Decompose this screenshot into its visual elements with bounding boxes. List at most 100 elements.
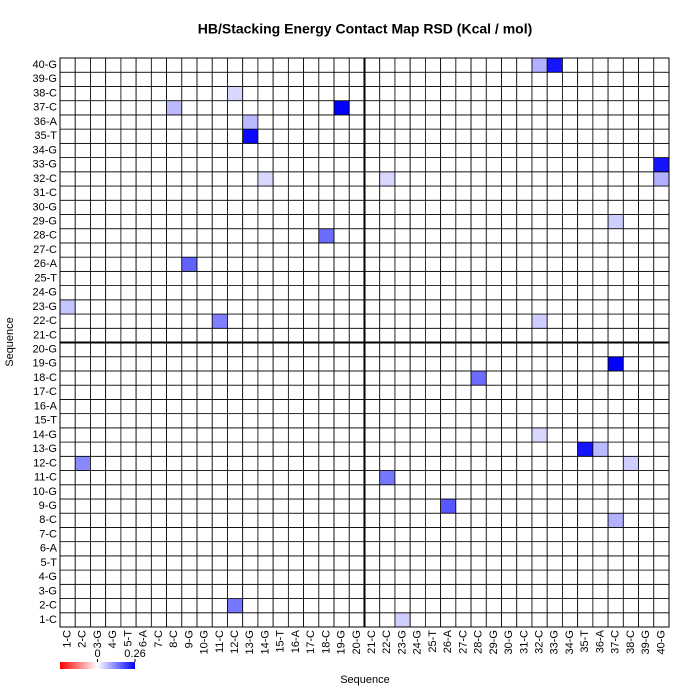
cell xyxy=(120,242,137,258)
cell xyxy=(455,541,472,557)
cell xyxy=(455,342,472,358)
cell xyxy=(227,455,244,471)
cell xyxy=(424,128,442,144)
cell xyxy=(531,57,548,73)
cell xyxy=(622,270,639,287)
cell xyxy=(409,413,426,429)
cell xyxy=(485,327,502,343)
cell xyxy=(272,498,289,514)
cell xyxy=(379,342,396,358)
cell xyxy=(227,512,244,528)
cell xyxy=(135,242,152,258)
cell xyxy=(622,157,639,173)
cell xyxy=(562,242,579,258)
cell xyxy=(485,356,502,372)
cell xyxy=(287,498,305,514)
cell xyxy=(440,541,457,557)
cell xyxy=(546,356,563,372)
cell xyxy=(227,356,244,372)
cell xyxy=(531,598,548,614)
cell xyxy=(242,199,259,215)
cell xyxy=(348,313,365,329)
cell xyxy=(90,384,107,400)
cell xyxy=(470,498,487,514)
cell xyxy=(272,185,289,201)
cell xyxy=(501,398,518,415)
cell xyxy=(272,427,289,443)
cell xyxy=(470,142,487,158)
cell xyxy=(531,299,548,315)
cell xyxy=(622,498,639,514)
cell xyxy=(364,470,381,486)
cell xyxy=(455,327,472,343)
cell xyxy=(272,142,289,158)
cell xyxy=(348,413,365,429)
cell xyxy=(242,512,259,528)
cell xyxy=(287,128,305,144)
cell xyxy=(135,270,152,287)
cell xyxy=(333,498,350,514)
cell xyxy=(196,427,213,443)
cell xyxy=(546,299,563,315)
cell xyxy=(622,370,639,386)
cell xyxy=(638,285,655,301)
cell xyxy=(562,370,579,386)
cell xyxy=(318,128,335,144)
cell xyxy=(90,598,107,614)
cell xyxy=(74,384,91,400)
cell xyxy=(409,612,426,628)
cell xyxy=(333,441,350,457)
y-tick-label: 37-C xyxy=(33,102,57,114)
cell xyxy=(409,356,426,372)
cell xyxy=(424,484,442,500)
cell xyxy=(120,171,137,187)
cell xyxy=(287,541,305,557)
cell xyxy=(577,370,594,386)
cell xyxy=(638,313,655,329)
cell xyxy=(592,441,609,457)
cell xyxy=(531,541,548,557)
cell xyxy=(364,71,381,87)
cell xyxy=(211,171,228,187)
cell xyxy=(333,142,350,158)
cell xyxy=(424,555,442,571)
cell xyxy=(424,427,442,443)
cell xyxy=(74,427,91,443)
cell xyxy=(485,100,502,116)
cell xyxy=(333,398,350,415)
cell xyxy=(364,541,381,557)
cell xyxy=(166,313,183,329)
cell xyxy=(303,114,320,130)
cell xyxy=(348,555,365,571)
cell xyxy=(318,270,335,287)
cell xyxy=(592,427,609,443)
cell xyxy=(379,498,396,514)
cell xyxy=(562,142,579,158)
cell xyxy=(135,100,152,116)
cell xyxy=(120,470,137,486)
cell xyxy=(303,185,320,201)
cell xyxy=(424,242,442,258)
cell xyxy=(379,356,396,372)
cell xyxy=(166,157,183,173)
cell xyxy=(211,541,228,557)
cell xyxy=(59,114,76,130)
cell xyxy=(455,527,472,543)
cell xyxy=(272,299,289,315)
cell xyxy=(120,270,137,287)
cell xyxy=(59,413,76,429)
cell xyxy=(485,299,502,315)
cell xyxy=(242,498,259,514)
cell xyxy=(120,185,137,201)
cell xyxy=(181,86,198,102)
cell xyxy=(135,199,152,215)
cell xyxy=(166,214,183,230)
cell xyxy=(196,413,213,429)
cell xyxy=(409,569,426,585)
cell xyxy=(333,171,350,187)
cell xyxy=(440,569,457,585)
cell xyxy=(440,398,457,415)
cell xyxy=(227,441,244,457)
cell xyxy=(501,114,518,130)
cell xyxy=(105,228,122,244)
